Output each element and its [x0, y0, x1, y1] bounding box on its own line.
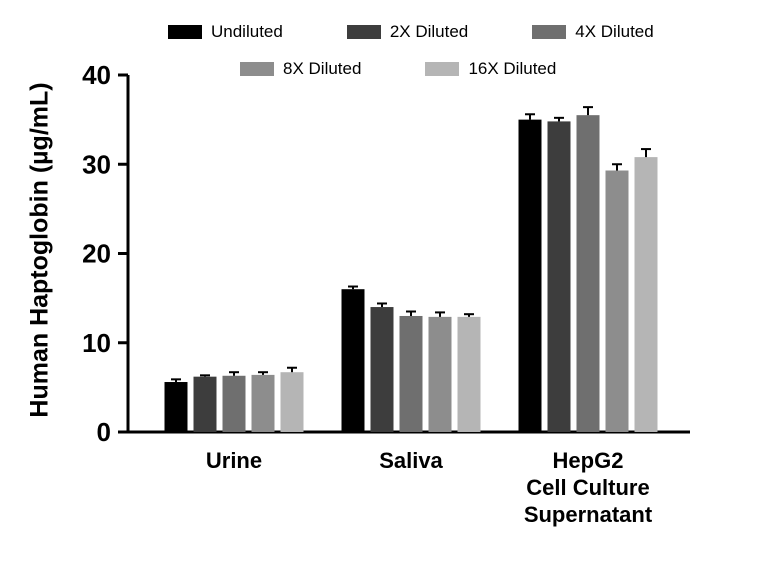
bar [280, 372, 304, 432]
legend-item: 16X Diluted [425, 59, 556, 79]
bar [251, 374, 275, 432]
y-tick-label: 0 [97, 417, 111, 447]
x-category-label: Cell Culture [526, 475, 649, 500]
legend-label: 8X Diluted [283, 59, 362, 78]
legend-label: 4X Diluted [575, 22, 654, 41]
legend-label: 2X Diluted [389, 22, 469, 41]
y-tick-label: 10 [82, 328, 111, 358]
y-tick-label: 20 [82, 239, 111, 269]
x-category-label: Urine [206, 448, 262, 473]
legend-swatch [168, 25, 202, 39]
legend-swatch [425, 62, 460, 76]
bar [222, 375, 246, 432]
legend-label: Undiluted [211, 22, 283, 41]
bar [193, 376, 217, 432]
legend-swatch [346, 25, 381, 39]
bar [634, 157, 658, 433]
bar [370, 307, 394, 432]
bar [576, 115, 600, 432]
legend-swatch [532, 25, 567, 39]
legend-label: 16X Diluted [468, 59, 557, 78]
legend: Undiluted 2X Diluted 4X Diluted 8X Diluted… [0, 20, 768, 81]
bar [164, 382, 188, 432]
bar [605, 170, 629, 432]
bar [399, 315, 423, 432]
y-tick-label: 40 [82, 60, 111, 90]
x-category-label: HepG2 [553, 448, 624, 473]
y-tick-label: 30 [82, 149, 111, 179]
legend-swatch [240, 62, 274, 76]
x-category-label: Saliva [379, 448, 443, 473]
legend-item: 4X Diluted [532, 22, 654, 42]
legend-item: 2X Diluted [346, 22, 469, 42]
legend-item: 8X Diluted [240, 59, 361, 79]
bar [547, 121, 571, 432]
bar [518, 119, 542, 432]
bar [457, 316, 481, 432]
legend-item: Undiluted [168, 22, 283, 42]
x-category-label: Supernatant [524, 502, 653, 527]
legend-row: Undiluted 2X Diluted 4X Diluted [0, 20, 768, 44]
bar [428, 316, 452, 432]
bar [341, 289, 365, 432]
legend-row: 8X Diluted 16X Diluted [0, 57, 768, 81]
